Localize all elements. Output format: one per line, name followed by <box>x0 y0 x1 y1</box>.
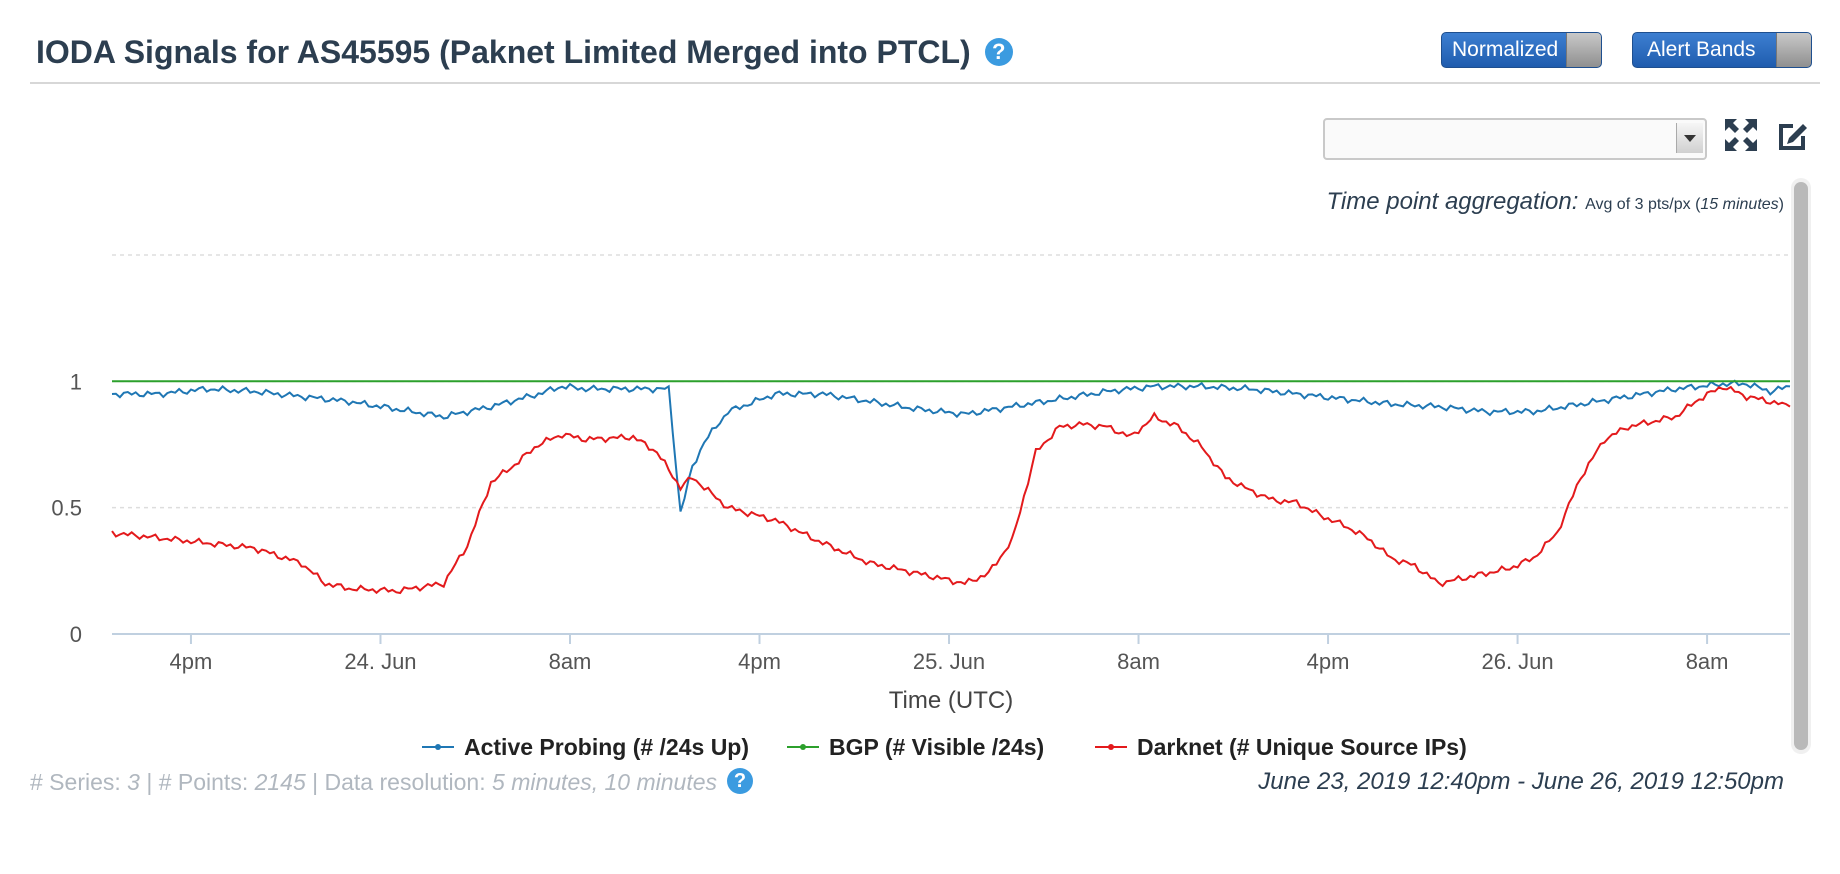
alert-bands-toggle[interactable]: Alert Bands <box>1632 32 1812 68</box>
edit-icon[interactable] <box>1773 116 1811 154</box>
normalized-toggle[interactable]: Normalized <box>1441 32 1602 68</box>
x-tick-label: 24. Jun <box>344 649 416 674</box>
y-tick-label: 1 <box>70 369 82 394</box>
x-tick-label: 8am <box>1117 649 1160 674</box>
expand-icon[interactable] <box>1722 116 1760 154</box>
x-tick-label: 8am <box>549 649 592 674</box>
legend-marker <box>1108 744 1114 750</box>
x-tick-label: 4pm <box>738 649 781 674</box>
series-line <box>111 379 1791 512</box>
date-range: June 23, 2019 12:40pm - June 26, 2019 12… <box>1258 768 1784 795</box>
aggregation-value: Avg of 3 pts/px (15 minutes) <box>1585 196 1784 213</box>
footer-stats: # Series: 3 | # Points: 2145 | Data reso… <box>30 768 754 796</box>
page-title: IODA Signals for AS45595 (Paknet Limited… <box>36 34 1013 71</box>
points-count: 2145 <box>254 769 306 795</box>
scrollbar-thumb[interactable] <box>1794 182 1808 750</box>
y-tick-label: 0 <box>70 622 82 647</box>
chart-lines <box>111 379 1791 595</box>
header-divider <box>30 82 1820 84</box>
toggle-knob <box>1776 33 1811 67</box>
aggregation-info: Time point aggregation: Avg of 3 pts/px … <box>1326 188 1784 216</box>
legend-marker <box>435 744 441 750</box>
normalized-toggle-label: Normalized <box>1452 38 1559 61</box>
legend-item: Active Probing (# /24s Up) <box>464 734 749 760</box>
legend-marker <box>800 744 806 750</box>
alert-bands-toggle-label: Alert Bands <box>1647 38 1756 61</box>
series-select[interactable] <box>1323 118 1707 160</box>
y-tick-label: 0.5 <box>51 496 82 521</box>
data-resolution: 5 minutes, 10 minutes <box>492 769 718 795</box>
x-tick-label: 26. Jun <box>1481 649 1553 674</box>
x-tick-label: 4pm <box>1307 649 1350 674</box>
x-axis: 4pm 24. Jun 8am 4pm 25. Jun 8am 4pm 26. Jun 8am <box>112 633 1790 674</box>
chevron-down-icon[interactable] <box>1676 123 1703 153</box>
help-icon[interactable]: ? <box>727 768 754 794</box>
chart-legend: Active Probing (# /24s Up) BGP (# Visible… <box>422 734 1467 760</box>
help-icon[interactable]: ? <box>984 38 1013 66</box>
header: IODA Signals for AS45595 (Paknet Limited… <box>30 28 1810 80</box>
aggregation-label: Time point aggregation: <box>1326 188 1579 215</box>
x-axis-title: Time (UTC) <box>889 687 1013 714</box>
toggle-knob <box>1566 33 1601 67</box>
vertical-scrollbar[interactable] <box>1791 178 1811 754</box>
x-tick-label: 8am <box>1686 649 1729 674</box>
series-count: 3 <box>127 769 140 795</box>
legend-item: Darknet (# Unique Source IPs) <box>1137 734 1467 760</box>
series-line <box>111 385 1791 595</box>
page-title-text: IODA Signals for AS45595 (Paknet Limited… <box>36 34 971 70</box>
x-tick-label: 25. Jun <box>913 649 985 674</box>
legend-item: BGP (# Visible /24s) <box>829 734 1044 760</box>
y-axis-ticks: 00.51 <box>51 369 82 647</box>
x-tick-label: 4pm <box>170 649 213 674</box>
